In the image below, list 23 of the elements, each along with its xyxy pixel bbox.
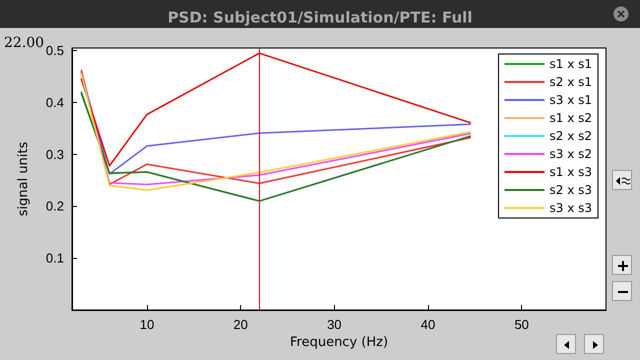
x-tick-label: 10: [140, 317, 154, 332]
y-axis-title: signal units: [16, 142, 31, 216]
x-axis-title: Frequency (Hz): [290, 334, 388, 350]
y-tick-label: 0.3: [46, 146, 64, 162]
y-tick-label: 0.1: [46, 250, 64, 266]
legend-label: s3 x s2: [549, 147, 592, 161]
x-tick-label: 30: [327, 317, 342, 332]
legend-label: s1 x s2: [549, 111, 592, 125]
legend-label: s1 x s3: [549, 165, 592, 179]
x-tick-label: 40: [420, 317, 436, 332]
text: 22.00: [4, 35, 44, 51]
legend-label: s3 x s1: [549, 93, 592, 107]
y-tick-label: 0.2: [46, 198, 64, 214]
legend-label: s2 x s2: [549, 129, 592, 143]
legend-label: s1 x s1: [549, 57, 592, 71]
legend-label: s2 x s1: [549, 75, 592, 89]
legend-label: s3 x s3: [549, 201, 592, 215]
y-tick-label: 0.5: [46, 43, 64, 58]
chart-title: PSD: Subject01/Simulation/PTE: Full: [168, 8, 472, 26]
y-tick-label: 0.4: [46, 94, 64, 110]
legend-label: s2 x s3: [549, 183, 592, 197]
x-tick-label: 50: [514, 317, 529, 332]
x-tick-label: 20: [233, 317, 248, 332]
